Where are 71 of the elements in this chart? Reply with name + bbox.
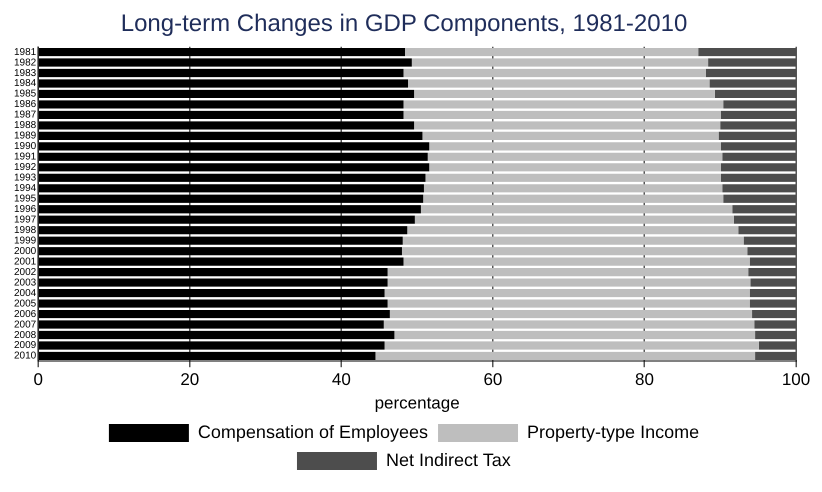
bar bbox=[388, 278, 751, 287]
bar bbox=[375, 352, 756, 360]
y-tick-label: 1989 bbox=[14, 130, 37, 142]
bar bbox=[403, 258, 750, 266]
y-tick-label: 1983 bbox=[14, 68, 37, 79]
y-tick-label: 2008 bbox=[14, 330, 37, 341]
bar bbox=[402, 247, 748, 256]
y-tick-label: 2005 bbox=[14, 298, 37, 310]
y-tick-label: 1997 bbox=[14, 214, 37, 226]
y-tick-label: 1985 bbox=[14, 88, 37, 100]
y-tick-label: 1995 bbox=[14, 194, 37, 205]
y-tick-label: 1996 bbox=[14, 204, 37, 215]
bar bbox=[403, 100, 724, 109]
x-tick-label: 20 bbox=[180, 370, 200, 390]
legend-label: Property-type Income bbox=[527, 422, 700, 442]
chart-title: Long-term Changes in GDP Components, 1981-2010 bbox=[120, 10, 688, 38]
bar bbox=[420, 205, 732, 214]
y-tick-label: 1981 bbox=[14, 46, 37, 58]
y-tick-label: 2006 bbox=[14, 308, 37, 320]
bar bbox=[403, 110, 721, 120]
y-tick-label: 2001 bbox=[14, 256, 37, 268]
bar bbox=[408, 79, 710, 88]
bar bbox=[388, 268, 748, 276]
bar bbox=[424, 184, 722, 192]
y-tick-label: 2000 bbox=[14, 246, 37, 257]
bar bbox=[414, 216, 734, 224]
bar bbox=[394, 330, 756, 340]
bar bbox=[402, 236, 744, 245]
y-tick-label: 1982 bbox=[14, 57, 37, 68]
bar bbox=[407, 226, 738, 234]
bar bbox=[414, 121, 720, 130]
y-tick-label: 1984 bbox=[14, 78, 37, 90]
x-tick-label: 0 bbox=[34, 370, 43, 390]
y-tick-label: 2003 bbox=[14, 277, 37, 288]
bar bbox=[412, 58, 708, 67]
bar bbox=[403, 68, 706, 78]
y-tick-label: 1988 bbox=[14, 120, 37, 132]
bar bbox=[388, 299, 750, 308]
y-tick-label: 1999 bbox=[14, 235, 37, 246]
y-tick-label: 1992 bbox=[14, 162, 37, 174]
y-tick-label: 2007 bbox=[14, 319, 37, 330]
y-tick-label: 1994 bbox=[14, 183, 37, 194]
y-tick-label: 2004 bbox=[14, 288, 37, 299]
legend-label: Compensation of Employees bbox=[198, 422, 428, 442]
y-tick-label: 1987 bbox=[14, 110, 37, 121]
bar bbox=[384, 288, 750, 298]
bar bbox=[425, 174, 721, 182]
x-tick-label: 60 bbox=[483, 370, 502, 390]
y-tick-label: 1998 bbox=[14, 224, 37, 236]
x-tick-label: 80 bbox=[634, 370, 654, 390]
y-tick-label: 1990 bbox=[14, 141, 37, 152]
y-tick-label: 2009 bbox=[14, 340, 37, 352]
y-tick-label: 1986 bbox=[14, 99, 37, 110]
bar bbox=[390, 310, 752, 318]
bar bbox=[429, 142, 721, 150]
bar bbox=[384, 341, 759, 350]
bar bbox=[429, 163, 721, 172]
y-tick-label: 1993 bbox=[14, 172, 37, 184]
x-tick-label: 100 bbox=[782, 370, 810, 390]
bar bbox=[384, 320, 754, 329]
bar bbox=[422, 132, 719, 140]
bar bbox=[428, 152, 722, 161]
y-tick-label: 2002 bbox=[14, 266, 37, 278]
legend-label: Net Indirect Tax bbox=[386, 450, 511, 470]
bar bbox=[414, 90, 715, 98]
bar bbox=[405, 48, 698, 56]
y-tick-label: 1991 bbox=[14, 152, 37, 163]
y-tick-label: 2010 bbox=[14, 350, 37, 362]
x-axis-title: percentage bbox=[374, 393, 460, 412]
x-tick-label: 40 bbox=[332, 370, 351, 390]
bar bbox=[423, 194, 724, 203]
